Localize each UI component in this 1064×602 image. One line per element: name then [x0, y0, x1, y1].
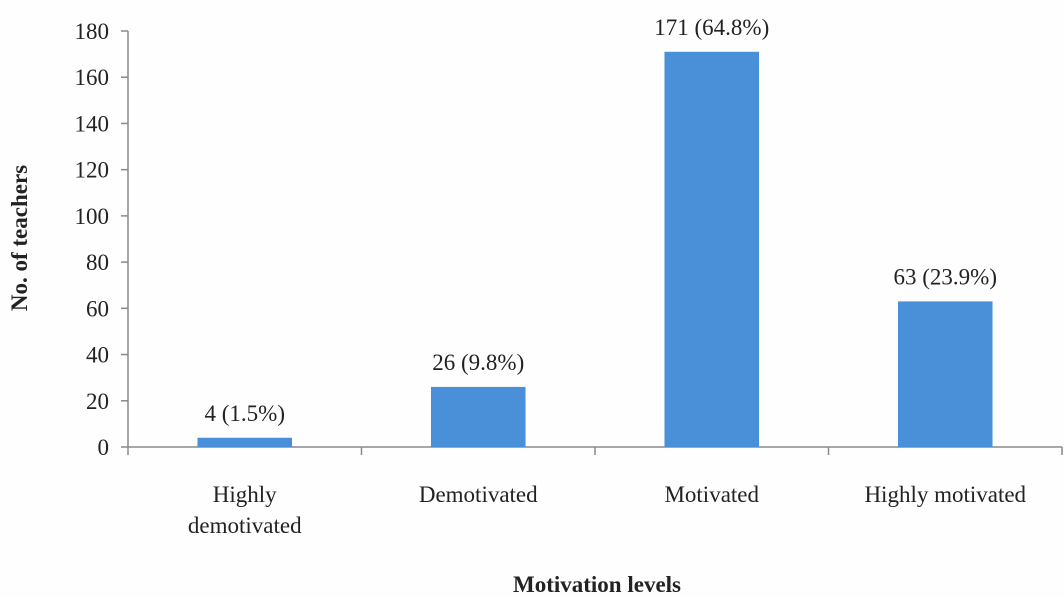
x-axis-title: Motivation levels: [513, 572, 681, 597]
bars: [197, 51, 993, 448]
data-label: 171 (64.8%): [654, 15, 769, 40]
y-tick-label: 120: [75, 158, 110, 183]
bar: [430, 386, 526, 447]
bar: [197, 437, 293, 447]
data-label: 63 (23.9%): [894, 264, 997, 289]
category-label: Demotivated: [419, 482, 538, 507]
y-tick-label: 80: [86, 250, 109, 275]
bar: [664, 51, 760, 448]
y-tick-label: 180: [75, 19, 110, 44]
data-label: 4 (1.5%): [205, 401, 285, 426]
y-tick-label: 160: [75, 65, 110, 90]
y-tick-label: 140: [75, 111, 110, 136]
data-label: 26 (9.8%): [432, 350, 524, 375]
category-label: Highly motivated: [864, 482, 1026, 507]
y-tick-label: 20: [86, 389, 109, 414]
y-tick-label: 40: [86, 343, 109, 368]
y-tick-label: 60: [86, 296, 109, 321]
y-axis: 0 20 40 60 80 100 120 140 160 180: [75, 19, 129, 460]
bar: [897, 301, 993, 447]
category-label: Highly demotivated: [188, 482, 302, 538]
data-labels: 4 (1.5%) 26 (9.8%) 171 (64.8%) 63 (23.9%): [205, 15, 997, 426]
category-labels: Highly demotivated Demotivated Motivated Hig…: [188, 482, 1027, 538]
y-axis-title: No. of teachers: [7, 165, 32, 311]
y-tick-label: 100: [75, 204, 110, 229]
category-label: Motivated: [664, 482, 759, 507]
x-axis: [127, 446, 1063, 455]
y-tick-label: 0: [98, 435, 110, 460]
